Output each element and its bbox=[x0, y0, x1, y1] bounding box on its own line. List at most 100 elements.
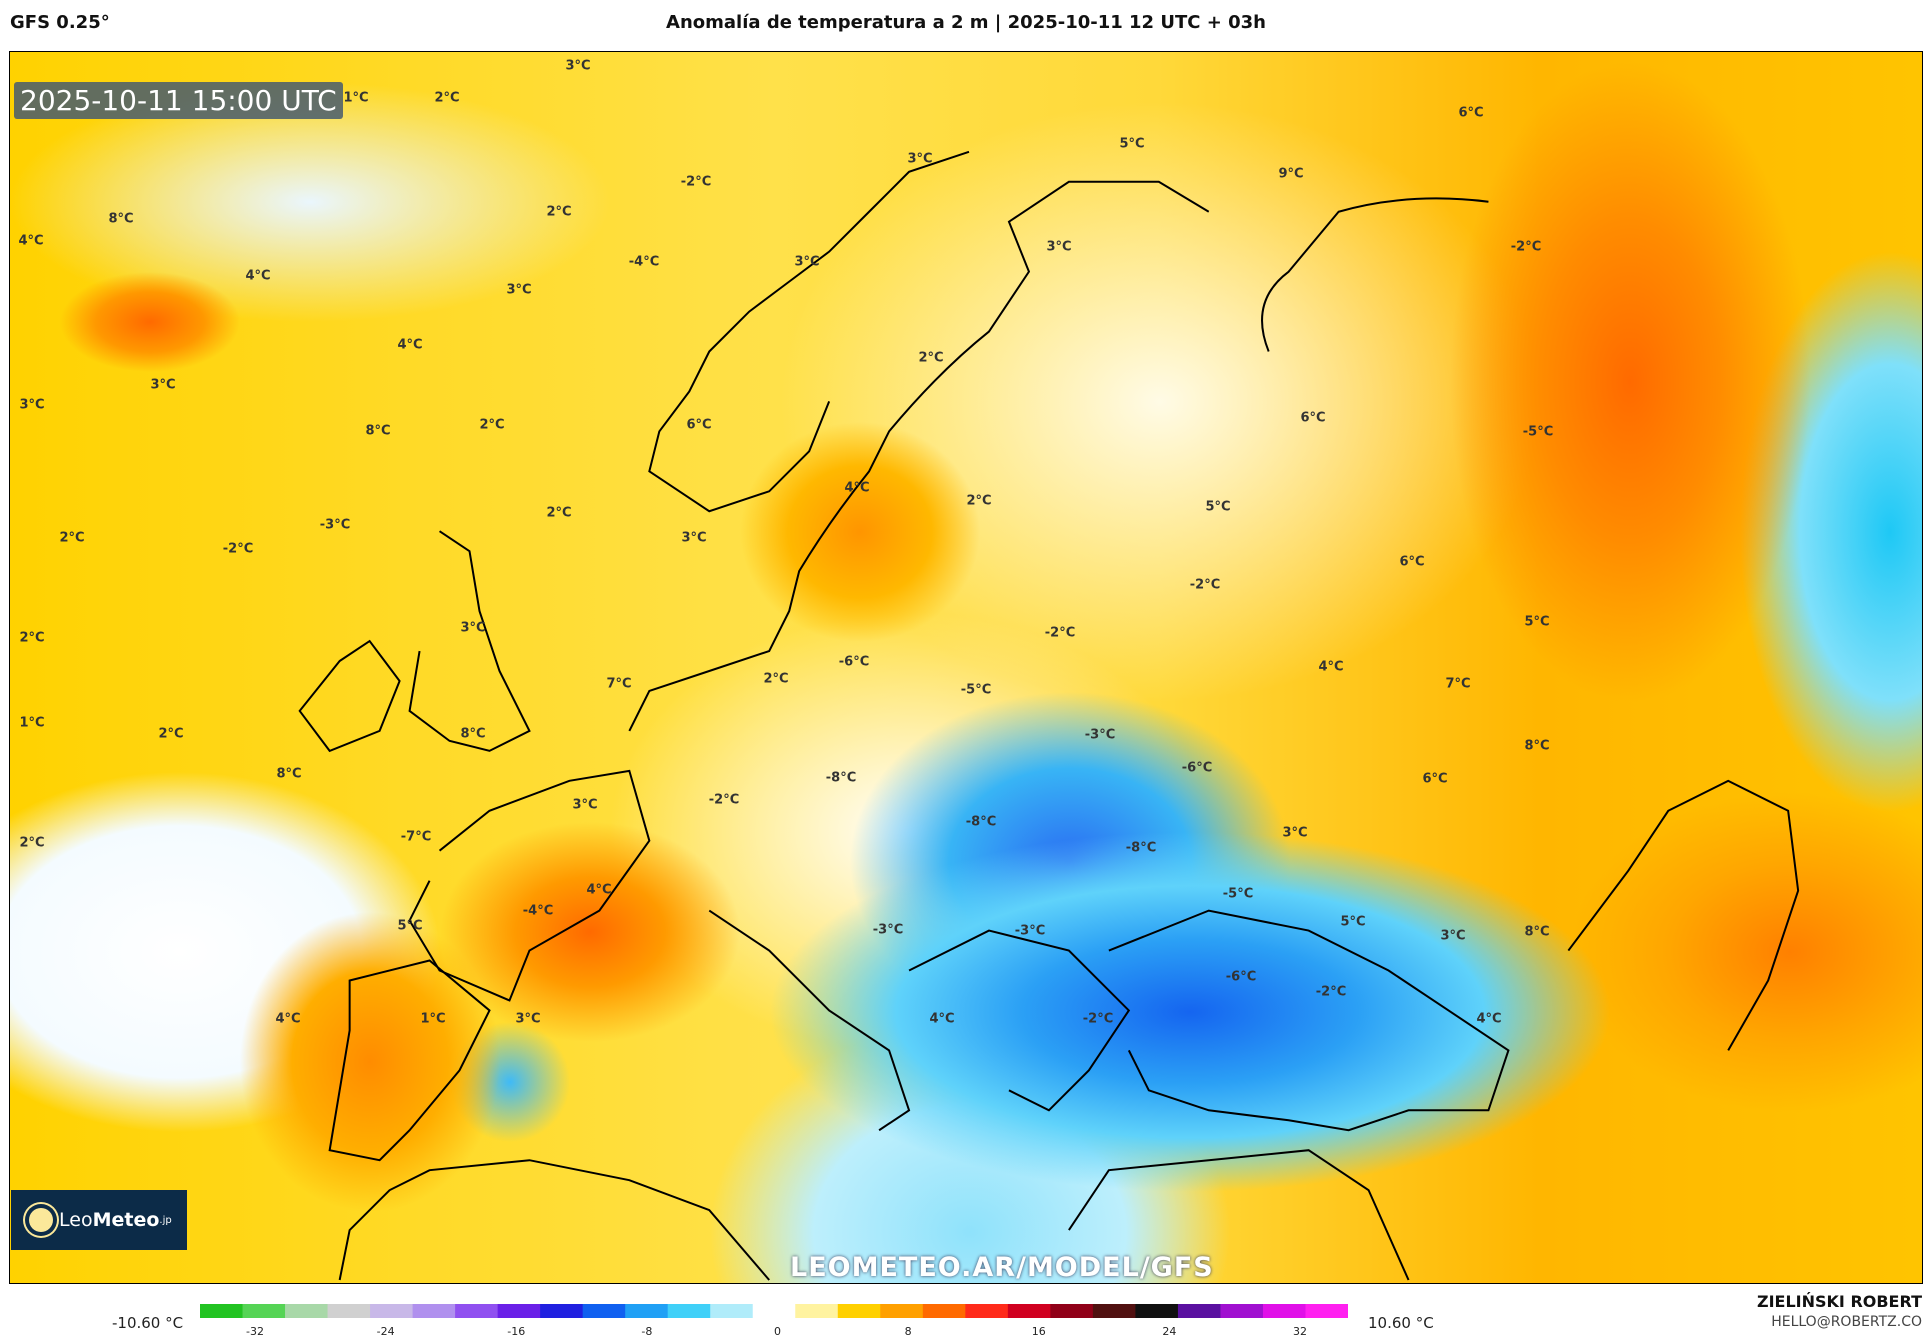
temperature-label: 2°C bbox=[918, 350, 944, 366]
temperature-label: 3°C bbox=[565, 58, 591, 74]
colorbar-swatch bbox=[625, 1304, 669, 1318]
temperature-label: 1°C bbox=[343, 90, 369, 106]
temperature-label: -2°C bbox=[222, 541, 254, 557]
colorbar-tick: -16 bbox=[507, 1325, 526, 1338]
temperature-label: 6°C bbox=[1300, 410, 1326, 426]
temperature-label: 8°C bbox=[365, 423, 391, 439]
temperature-label: 8°C bbox=[1524, 924, 1550, 940]
temperature-label: 2°C bbox=[546, 204, 572, 220]
temperature-label: 2°C bbox=[966, 493, 992, 509]
temperature-label: 3°C bbox=[1282, 825, 1308, 841]
coastlines bbox=[298, 150, 1800, 1281]
colorbar-swatch bbox=[242, 1304, 286, 1318]
temperature-label: 2°C bbox=[763, 671, 789, 687]
temperature-label: 2°C bbox=[546, 505, 572, 521]
temperature-label: 2°C bbox=[158, 726, 184, 742]
colorbar-tick: -32 bbox=[246, 1325, 264, 1338]
colorbar-swatch bbox=[922, 1304, 966, 1318]
temperature-label: -7°C bbox=[400, 829, 432, 845]
temperature-label: 3°C bbox=[681, 530, 707, 546]
colorbar-swatch bbox=[1092, 1304, 1136, 1318]
temperature-anomaly-map[interactable]: 2025-10-11 15:00 UTC 3°C 1°C 2°C 5°C 9°C 6°C 3… bbox=[9, 51, 1923, 1284]
colorbar-max-label: 10.60 °C bbox=[1368, 1314, 1434, 1332]
temperature-label: -2°C bbox=[1510, 239, 1542, 255]
colorbar-tick: 8 bbox=[904, 1325, 912, 1338]
temperature-label: -6°C bbox=[838, 654, 870, 670]
colorbar-swatch bbox=[455, 1304, 499, 1318]
colorbar-swatch bbox=[370, 1304, 414, 1318]
sun-icon bbox=[29, 1208, 53, 1232]
temperature-label: 8°C bbox=[276, 766, 302, 782]
colorbar-swatch bbox=[1305, 1304, 1348, 1318]
temperature-label: 4°C bbox=[275, 1011, 301, 1027]
temperature-label: 5°C bbox=[1524, 614, 1550, 630]
author-email[interactable]: HELLO@ROBERTZ.CO bbox=[1771, 1314, 1922, 1330]
colorbar-swatch bbox=[965, 1304, 1009, 1318]
colorbar-swatch bbox=[1007, 1304, 1051, 1318]
temperature-label: 3°C bbox=[150, 377, 176, 393]
temperature-label: -4°C bbox=[628, 254, 660, 270]
temperature-label: -2°C bbox=[680, 174, 712, 190]
temperature-label: 2°C bbox=[434, 90, 460, 106]
colorbar-swatch bbox=[1220, 1304, 1264, 1318]
colorbar-swatch bbox=[795, 1304, 839, 1318]
temperature-label: -8°C bbox=[1125, 840, 1157, 856]
temperature-label: 7°C bbox=[1445, 676, 1471, 692]
temperature-label: -2°C bbox=[1315, 984, 1347, 1000]
colorbar-swatch bbox=[200, 1304, 244, 1318]
temperature-label: 8°C bbox=[108, 211, 134, 227]
temperature-label: 5°C bbox=[1119, 136, 1145, 152]
temperature-label: 4°C bbox=[929, 1011, 955, 1027]
temperature-label: -4°C bbox=[522, 903, 554, 919]
colorbar-swatch bbox=[710, 1304, 754, 1318]
temperature-label: -5°C bbox=[960, 682, 992, 698]
temperature-label: 4°C bbox=[18, 233, 44, 249]
colorbar-swatch bbox=[540, 1304, 584, 1318]
temperature-label: 3°C bbox=[1046, 239, 1072, 255]
temperature-label: -2°C bbox=[1189, 577, 1221, 593]
temperature-label: 5°C bbox=[1340, 914, 1366, 930]
temperature-label: 3°C bbox=[460, 620, 486, 636]
colorbar-tick: 16 bbox=[1031, 1325, 1046, 1338]
temperature-label: -6°C bbox=[1181, 760, 1213, 776]
temperature-label: 2°C bbox=[19, 835, 45, 851]
leometeo-logo[interactable]: Leo Meteo .jp bbox=[11, 1190, 187, 1250]
temperature-label: 4°C bbox=[397, 337, 423, 353]
temperature-label: -5°C bbox=[1222, 886, 1254, 902]
temperature-label: 3°C bbox=[572, 797, 598, 813]
colorbar-swatch bbox=[667, 1304, 711, 1318]
colorbar-swatch bbox=[327, 1304, 371, 1318]
colorbar-swatch bbox=[1135, 1304, 1179, 1318]
colorbar-tick: 32 bbox=[1293, 1325, 1307, 1338]
temperature-label: 5°C bbox=[1205, 499, 1231, 515]
temperature-label: 7°C bbox=[606, 676, 632, 692]
logo-text-bold: Meteo bbox=[92, 1209, 160, 1231]
temperature-label: 2°C bbox=[59, 530, 85, 546]
colorbar-swatch bbox=[1050, 1304, 1094, 1318]
temperature-label: -8°C bbox=[965, 814, 997, 830]
colorbar-swatch bbox=[412, 1304, 456, 1318]
colorbar-swatch bbox=[582, 1304, 626, 1318]
temperature-label: 3°C bbox=[515, 1011, 541, 1027]
temperature-label: 4°C bbox=[1476, 1011, 1502, 1027]
colorbar bbox=[200, 1304, 1348, 1318]
temperature-label: -3°C bbox=[319, 517, 351, 533]
temperature-label: 1°C bbox=[19, 715, 45, 731]
author-name: ZIELIŃSKI ROBERT bbox=[1756, 1292, 1922, 1311]
temperature-label: -2°C bbox=[1082, 1011, 1114, 1027]
colorbar-swatch bbox=[880, 1304, 924, 1318]
temperature-label: 8°C bbox=[460, 726, 486, 742]
colorbar-swatch bbox=[752, 1304, 796, 1318]
colorbar-min-label: -10.60 °C bbox=[112, 1314, 184, 1332]
temperature-label: -5°C bbox=[1522, 424, 1554, 440]
valid-time-stamp: 2025-10-11 15:00 UTC bbox=[14, 82, 343, 119]
colorbar-tick: 0 bbox=[774, 1325, 781, 1338]
colorbar-swatch bbox=[285, 1304, 329, 1318]
colorbar-tick: 24 bbox=[1162, 1325, 1177, 1338]
temperature-label: 3°C bbox=[907, 151, 933, 167]
temperature-label: 3°C bbox=[19, 397, 45, 413]
temperature-label: -2°C bbox=[1044, 625, 1076, 641]
temperature-label: -3°C bbox=[1084, 727, 1116, 743]
temperature-label: 6°C bbox=[1422, 771, 1448, 787]
temperature-label: 3°C bbox=[1440, 928, 1466, 944]
